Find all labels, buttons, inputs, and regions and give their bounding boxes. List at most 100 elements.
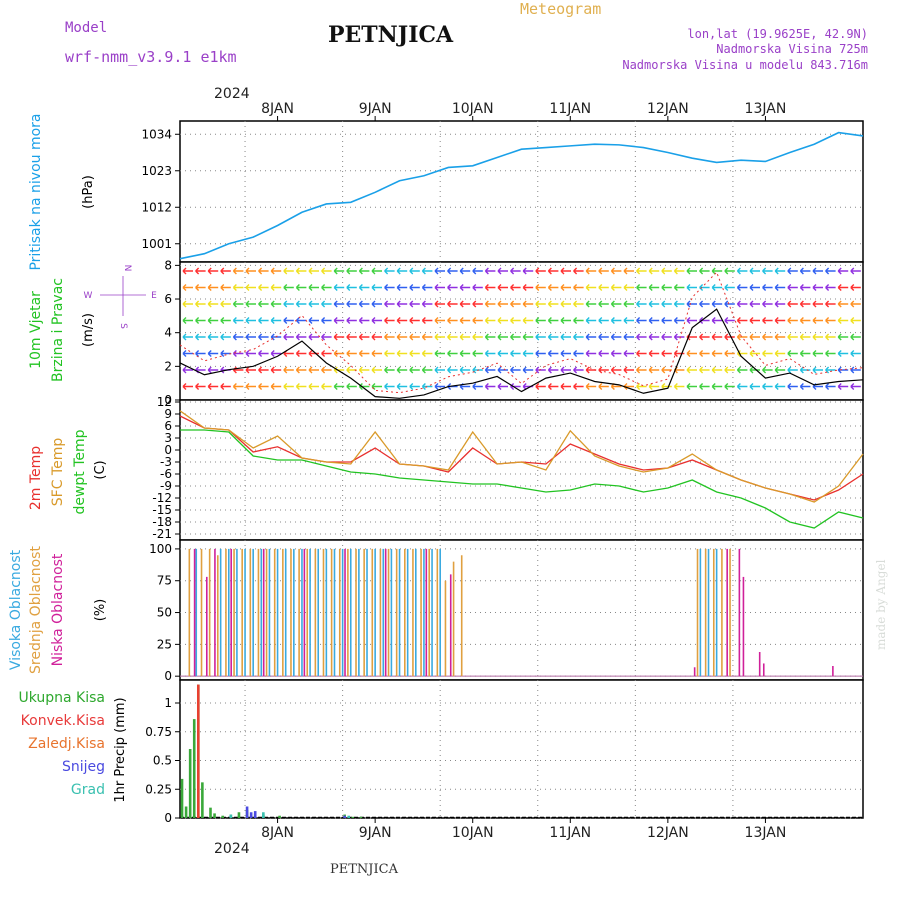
wind-arrow (409, 383, 420, 390)
wind-arrow (585, 333, 597, 341)
wind-arrow (762, 383, 773, 390)
wind-arrow (573, 317, 584, 324)
precip-bar (351, 816, 355, 818)
wind-arrow (673, 317, 685, 324)
precip-ytick-label: 1 (164, 696, 172, 710)
wind-arrow (459, 317, 471, 324)
xtick-label-bottom: 8JAN (261, 825, 294, 841)
wind-arrow (497, 383, 508, 390)
wind-arrow (699, 267, 710, 275)
wind-arrow (724, 317, 735, 324)
wind-arrow (232, 350, 244, 357)
wind-arrow (547, 333, 559, 341)
wind-arrow (346, 383, 357, 390)
wind-arrow (736, 300, 748, 308)
wind-arrow (484, 267, 496, 275)
wind-arrow (472, 300, 483, 308)
wind-arrow (258, 317, 269, 324)
wind-arrow (736, 366, 748, 374)
temperature-ytick-label: -15 (152, 503, 172, 517)
wind-frame (179, 261, 864, 401)
precip-bar (278, 815, 281, 818)
wind-arrow (308, 317, 319, 324)
wind-arrow (384, 317, 395, 324)
wind-arrow (510, 267, 521, 275)
wind-arrow (358, 300, 370, 308)
wind-arrow (535, 284, 546, 291)
wind-arrow (522, 366, 534, 374)
wind-arrow (560, 333, 571, 341)
wind-arrow (245, 300, 256, 308)
wind-arrow (295, 267, 307, 275)
wind-arrow (459, 284, 471, 291)
wind-arrow (711, 383, 723, 390)
compass-n: N (122, 265, 132, 272)
wind-arrow (207, 350, 219, 357)
xtick-label-top: 13JAN (745, 101, 787, 117)
wind-arrow (585, 284, 597, 291)
temp-ylabel-dewpt: dewpt Temp (72, 429, 88, 514)
wind-arrow (724, 350, 735, 357)
precip-bar (229, 814, 233, 818)
wind-arrow (195, 267, 206, 275)
wind-arrow (547, 366, 559, 374)
wind-arrow (648, 366, 660, 374)
wind-arrow (396, 383, 408, 390)
wind-arrow (358, 267, 370, 275)
wind-arrow (812, 300, 823, 308)
wind-arrow (825, 267, 836, 275)
wind-arrow (358, 366, 370, 374)
wind-arrow (421, 366, 433, 374)
wind-arrow (459, 333, 471, 341)
wind-ytick-label: 8 (164, 258, 172, 272)
temperature-ytick-label: -12 (152, 491, 172, 505)
wind-arrow (585, 350, 597, 357)
wind-arrow (497, 284, 508, 291)
wind-arrow (711, 284, 723, 291)
wind-arrow (724, 333, 735, 341)
wind-arrow (661, 300, 672, 308)
temperature-ytick-label: -21 (152, 527, 172, 541)
wind-arrow (850, 284, 861, 291)
wind-arrow (825, 300, 836, 308)
wind-arrow (321, 284, 332, 291)
wind-arrow (371, 333, 382, 341)
wind-arrow (220, 317, 231, 324)
wind-arrow (850, 333, 861, 341)
wind-arrow (661, 317, 672, 324)
wind-arrow (232, 333, 244, 341)
temp-line-1 (179, 410, 864, 503)
wind-arrow (295, 333, 307, 341)
xtick-label-bottom: 10JAN (452, 825, 494, 841)
wind-arrow (220, 267, 231, 275)
precip-ytick-label: 0.5 (153, 754, 172, 768)
wind-arrow (409, 366, 420, 374)
wind-arrow (497, 267, 508, 275)
wind-arrow (585, 300, 597, 308)
wind-arrow (636, 284, 647, 291)
wind-arrow (396, 267, 408, 275)
wind-arrow (522, 300, 534, 308)
wind-arrow (232, 383, 244, 390)
wind-arrow (724, 366, 735, 374)
wind-arrow (421, 300, 433, 308)
wind-arrow (358, 284, 370, 291)
wind-arrow (850, 383, 861, 390)
wind-arrow (636, 366, 647, 374)
wind-arrow (522, 317, 534, 324)
wind-arrow (598, 317, 609, 324)
wind-arrow (837, 284, 849, 291)
wind-arrow (661, 333, 672, 341)
wind-arrow (232, 300, 244, 308)
wind-arrow (749, 333, 760, 341)
wind-arrow (837, 350, 849, 357)
wind-arrow (232, 317, 244, 324)
wind-arrow (447, 267, 458, 275)
wind-arrow (421, 350, 433, 357)
wind-arrow (686, 300, 697, 308)
wind-arrow (560, 350, 571, 357)
wind-arrow (799, 350, 811, 357)
pressure-ylabel: Pritisak na nivou mora (28, 113, 44, 270)
wind-arrow (333, 284, 345, 291)
wind-arrow (384, 333, 395, 341)
